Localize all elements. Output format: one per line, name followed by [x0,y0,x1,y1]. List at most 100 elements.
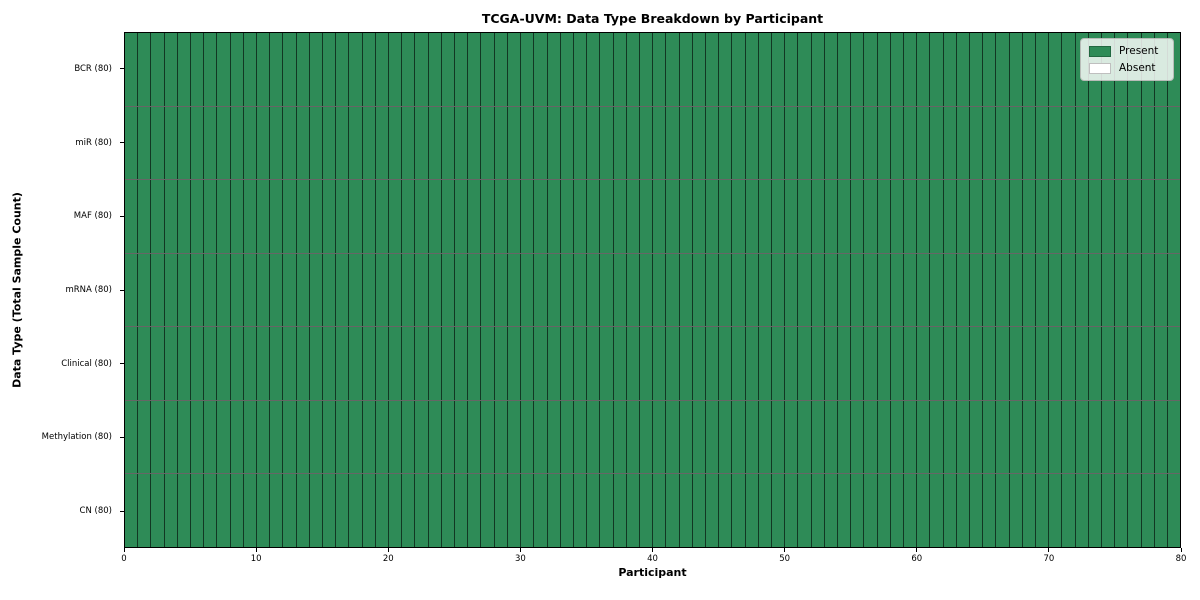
cell-present [824,33,838,106]
cell-present [956,106,970,180]
cell-present [705,106,720,180]
plot-area [124,32,1181,548]
cell-present [1062,474,1076,548]
cell-present [441,400,456,474]
cell-present [507,400,522,474]
cell-present [309,474,324,548]
cell-present [534,180,548,253]
cell-present [917,106,931,180]
cell-present [534,33,548,106]
cell-present [151,180,165,253]
cell-present [441,180,456,253]
cell-present [468,400,482,474]
cell-present [1062,253,1076,327]
cell-present [943,33,957,106]
cell-present [1036,253,1050,327]
cell-present [349,106,363,180]
cell-present [494,474,508,548]
cell-present [389,106,403,180]
cell-present [719,253,733,327]
y-tick-label: MAF (80) [73,211,112,222]
cell-present [1022,106,1037,180]
cell-present [1168,327,1181,400]
cell-present [191,106,205,180]
cell-present [771,33,786,106]
cell-present [349,253,363,327]
cell-present [455,400,469,474]
legend: Present Absent [1080,38,1174,81]
x-tick-mark [784,548,786,552]
cell-present [771,474,786,548]
cell-present [375,180,390,253]
cell-present [507,253,522,327]
cell-present [1088,180,1103,253]
cell-present [1062,400,1076,474]
y-tick-label: mRNA (80) [65,285,112,295]
cell-present [1154,474,1169,548]
cell-present [970,106,984,180]
cell-present [705,33,720,106]
cell-present [692,327,706,400]
cell-present [230,180,244,253]
cell-present [481,400,495,474]
cell-present [666,180,680,253]
cell-present [573,327,588,400]
cell-present [494,327,508,400]
cell-present [521,253,535,327]
cell-present [481,327,495,400]
cell-present [785,33,799,106]
cell-present [455,33,469,106]
cell-present [455,180,469,253]
cell-present [283,33,297,106]
y-tick-mark [120,289,124,291]
cell-present [943,180,957,253]
cell-present [389,33,403,106]
cell-present [732,474,746,548]
x-tick-label: 60 [911,554,923,564]
cell-present [679,180,693,253]
cell-present [587,180,601,253]
cell-present [587,474,601,548]
cell-present [996,253,1010,327]
cell-present [573,400,588,474]
cell-present [903,253,918,327]
cell-present [983,106,997,180]
cell-present [824,327,838,400]
cell-present [283,253,297,327]
cell-present [243,33,258,106]
cell-present [613,180,627,253]
cell-present [257,106,271,180]
y-tick-label: Methylation (80) [41,432,112,443]
cell-present [1036,474,1050,548]
cell-present [758,106,772,180]
cell-present [1168,180,1181,253]
x-tick-mark [652,548,653,552]
cell-present [455,327,469,400]
cell-present [785,327,799,400]
cell-present [534,106,548,180]
cell-present [1168,253,1181,327]
cell-present [573,180,588,253]
cell-present [1036,180,1050,253]
x-tick-mark [255,548,257,552]
cell-present [983,33,997,106]
cell-present [468,33,482,106]
cell-present [243,400,258,474]
cell-present [811,400,825,474]
cell-present [864,106,878,180]
cell-present [309,33,324,106]
cell-present [481,33,495,106]
cell-present [983,180,997,253]
cell-present [428,400,442,474]
cell-present [349,474,363,548]
cell-present [494,33,508,106]
cell-present [600,180,614,253]
cell-present [1036,33,1050,106]
cell-present [349,400,363,474]
cell-present [243,327,258,400]
cell-present [494,253,508,327]
cell-present [943,400,957,474]
cell-present [323,106,337,180]
cell-present [428,253,442,327]
